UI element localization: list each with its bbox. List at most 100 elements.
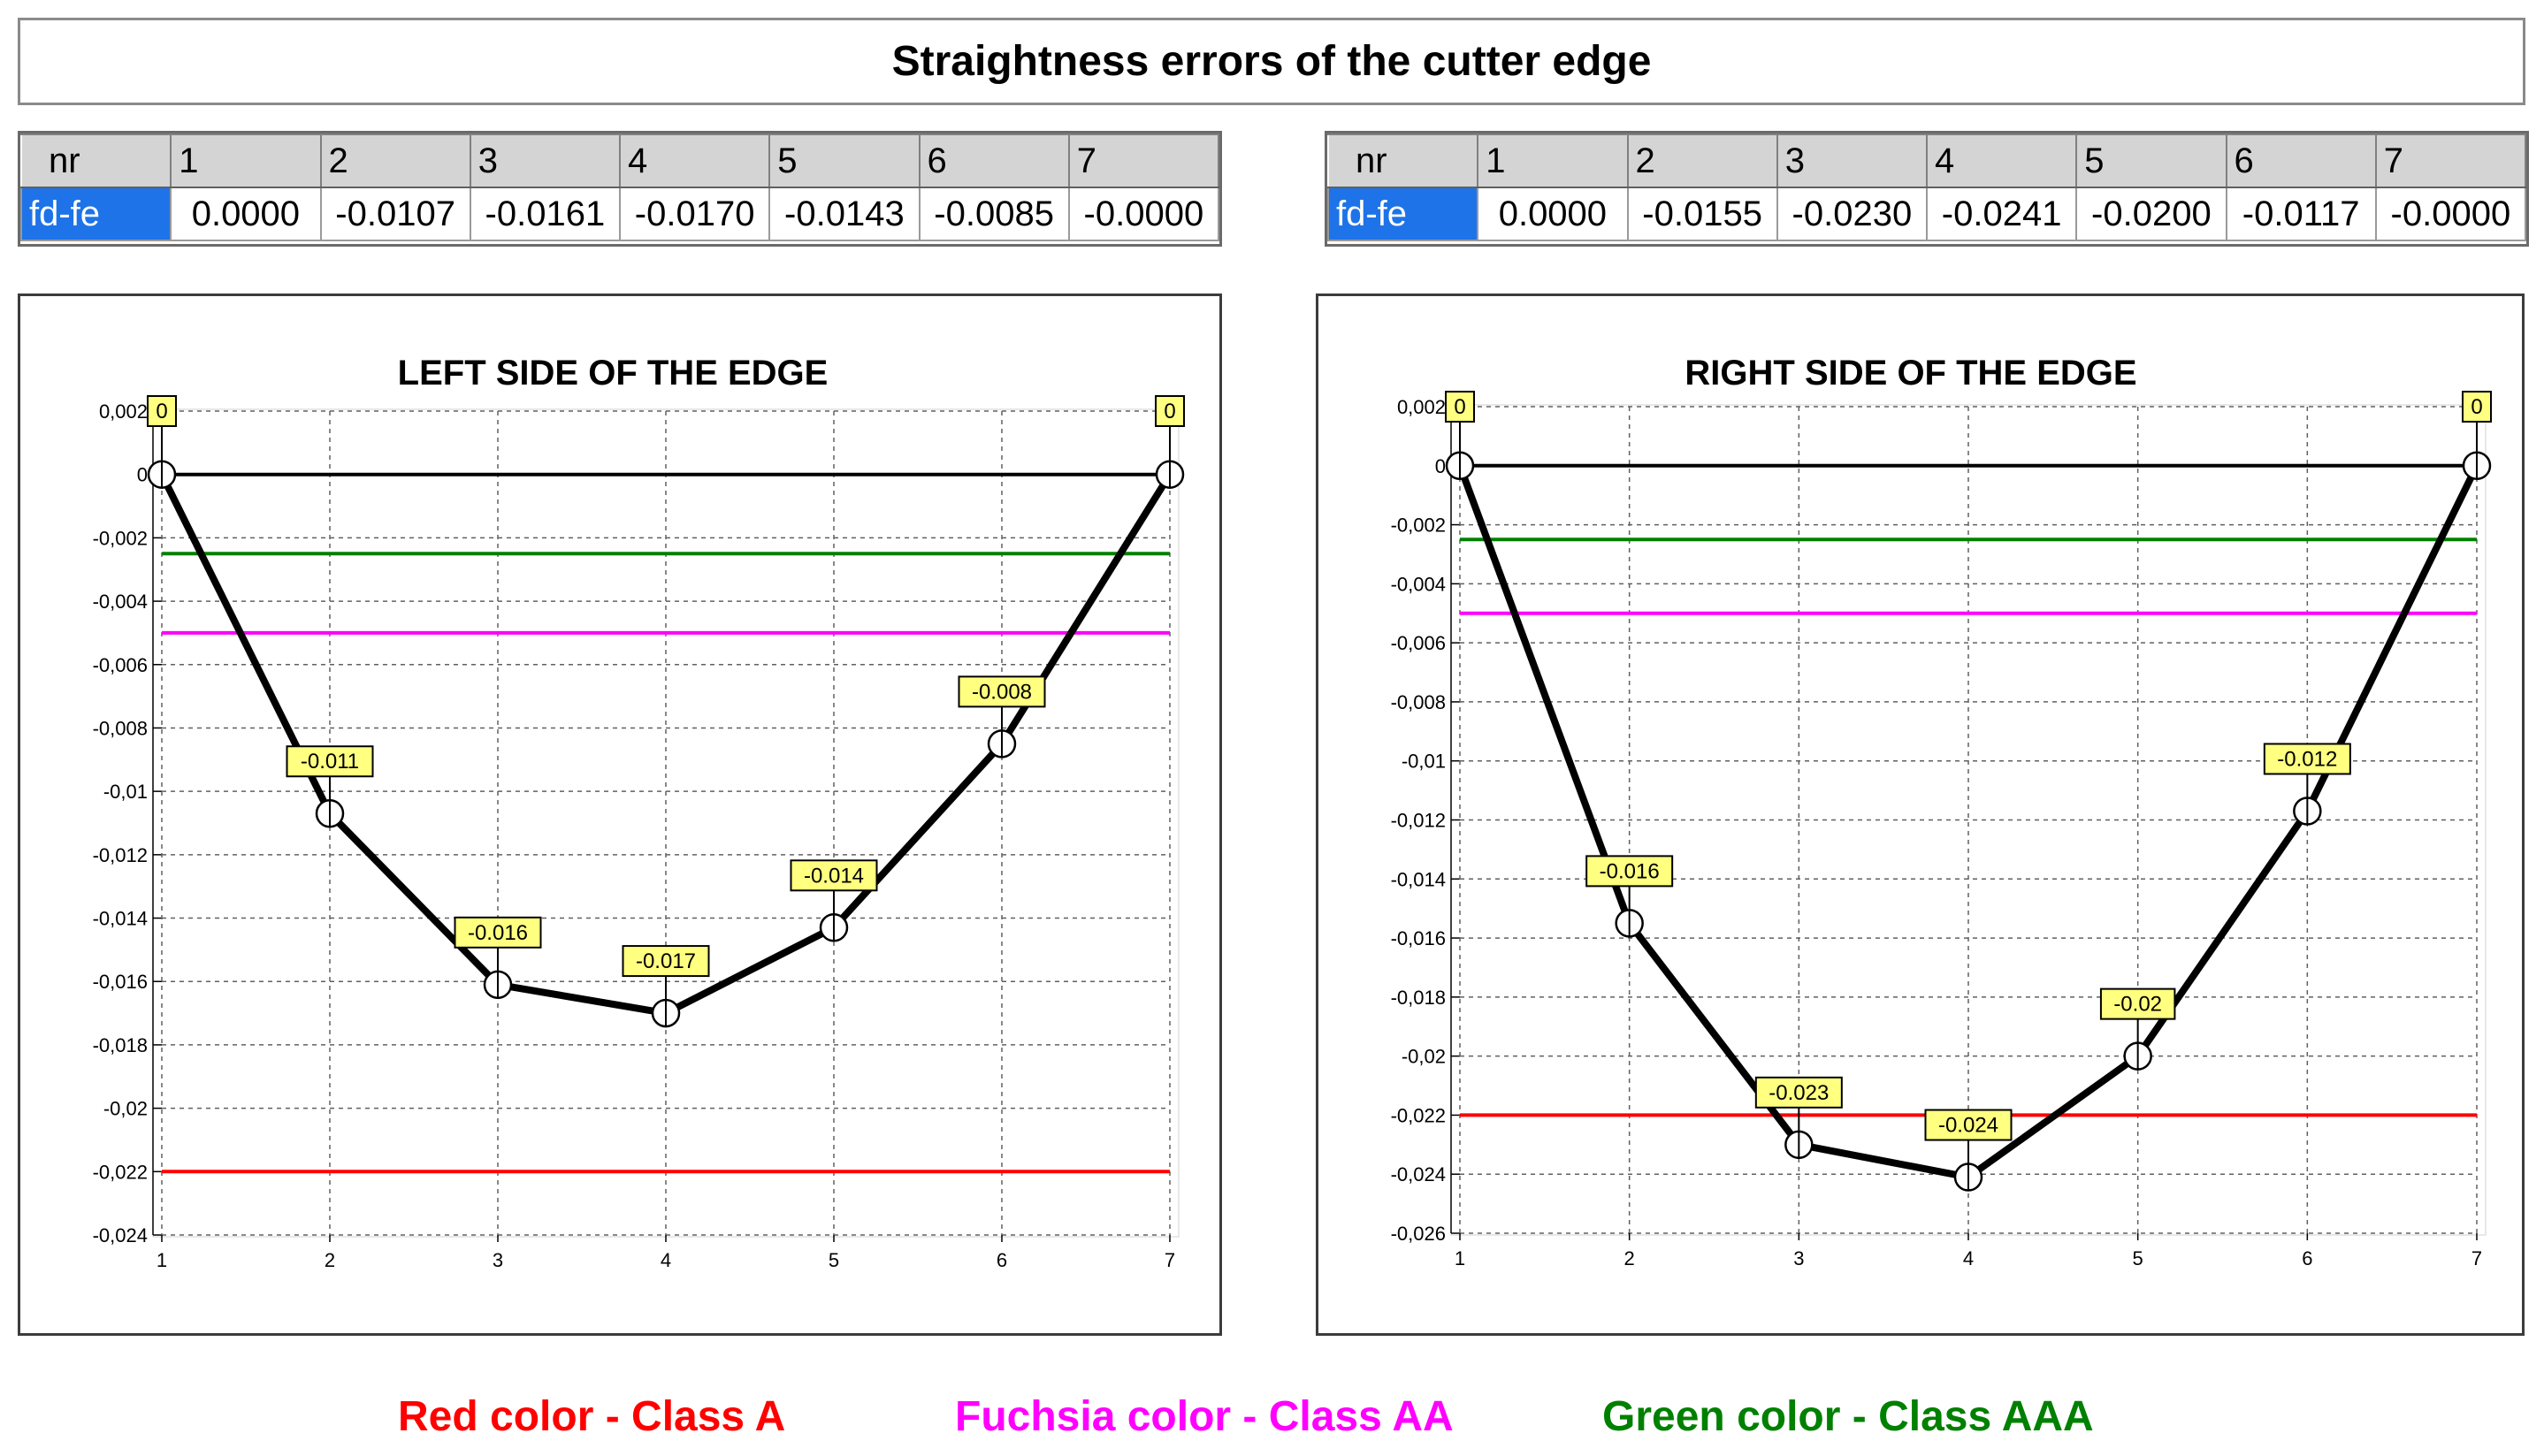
data-label-box [1445,391,1475,423]
x-tick-label: 3 [493,1249,503,1271]
data-label: 0 [2471,395,2482,419]
table-header-cell[interactable]: 1 [170,133,322,188]
data-label-box [2462,391,2492,423]
x-tick-label: 1 [157,1249,167,1271]
table-header-cell[interactable]: 1 [1477,133,1629,188]
table-header-cell[interactable]: 4 [1925,133,2078,188]
data-label: 0 [1454,395,1465,419]
data-label-box [1155,395,1185,427]
data-label-box [1924,1109,2013,1141]
table-value-cell[interactable]: -0.0117 [2225,187,2377,241]
table-value-cell[interactable]: -0.0155 [1626,187,1778,241]
y-tick-label: -0,024 [93,1224,148,1246]
table-row-header[interactable]: fd-fe [19,187,172,241]
data-label: -0.016 [468,921,528,945]
chart-svg: RIGHT SIDE OF THE EDGE 0,002 0 -0,002 -0,004… [1391,354,2492,1269]
data-label: 0 [1164,400,1175,423]
y-tick-label: -0,026 [1391,1223,1446,1245]
legend-class-a: Red color - Class A [398,1393,786,1440]
table-value-cell[interactable]: -0.0170 [618,187,771,241]
x-tick-label: 6 [997,1249,1007,1271]
data-label-box [2263,743,2351,775]
x-tick-label: 3 [1793,1247,1804,1269]
data-label-box [958,675,1046,708]
y-tick-label: -0,016 [1391,927,1446,949]
legend-class-aaa: Green color - Class AAA [1602,1393,2094,1440]
table-value-cell[interactable]: -0.0241 [1925,187,2078,241]
table-value-cell[interactable]: -0.0143 [768,187,921,241]
table-header-cell[interactable]: 5 [768,133,921,188]
y-tick-label: -0,014 [93,908,148,930]
x-tick-label: 4 [661,1249,671,1271]
data-label: -0.02 [2113,993,2162,1017]
table-header-cell[interactable]: 6 [2225,133,2377,188]
data-label-box [2099,987,2176,1020]
data-label-box [286,745,374,778]
table-header-cell[interactable]: 2 [1626,133,1778,188]
data-label-box [790,859,878,892]
y-tick-label: -0,024 [1391,1163,1446,1185]
y-tick-label: -0,018 [1391,987,1446,1009]
x-tick-label: 4 [1963,1247,1974,1269]
table-value-cell[interactable]: -0.0230 [1776,187,1929,241]
table-header-nr[interactable]: nr [1326,133,1479,188]
table-header-nr[interactable]: nr [19,133,172,188]
x-tick-label: 7 [1165,1249,1175,1271]
chart-title: RIGHT SIDE OF THE EDGE [1685,354,2136,393]
page-title: Straightness errors of the cutter edge [18,18,2525,105]
y-tick-label: -0,006 [93,654,148,676]
table-header-cell[interactable]: 2 [319,133,471,188]
x-tick-label: 5 [2133,1247,2143,1269]
y-tick-label: -0,02 [103,1098,148,1120]
y-tick-label: -0,012 [93,844,148,866]
data-label: -0.014 [804,864,864,888]
data-label: -0.024 [1938,1114,1998,1138]
table-value-cell[interactable]: 0.0000 [170,187,322,241]
table-value-cell[interactable]: -0.0200 [2075,187,2227,241]
x-tick-label: 5 [829,1249,839,1271]
table-value-cell[interactable]: -0.0000 [1067,187,1220,241]
table-value-cell[interactable]: 0.0000 [1477,187,1629,241]
data-label-box [622,945,710,978]
y-tick-label: -0,004 [1391,573,1446,595]
chart-title: LEFT SIDE OF THE EDGE [398,354,829,393]
table-value-cell[interactable]: -0.0161 [469,187,622,241]
right-side-chart: RIGHT SIDE OF THE EDGE 0,002 0 -0,002 -0,004… [1316,293,2525,1336]
data-label: 0 [156,400,167,423]
y-tick-label: 0,002 [99,400,148,423]
y-tick-label: -0,01 [1402,751,1446,773]
data-label-box [1585,855,1674,888]
y-tick-label: -0,022 [1391,1104,1446,1126]
x-tick-label: 1 [1455,1247,1465,1269]
y-tick-label: -0,012 [1391,810,1446,832]
y-tick-label: -0,002 [93,527,148,549]
table-value-cell[interactable]: -0.0000 [2374,187,2527,241]
y-tick-label: -0,022 [93,1161,148,1183]
y-tick-label: -0,008 [1391,691,1446,713]
y-tick-label: -0,004 [93,591,148,613]
data-label: -0.016 [1600,859,1660,883]
table-header-cell[interactable]: 5 [2075,133,2227,188]
left-values-table[interactable]: nr 1 2 3 4 5 6 7 fd-fe 0.0000 -0.0107 -0.0161 -0.017… [18,131,1222,247]
x-tick-label: 6 [2302,1247,2312,1269]
x-tick-label: 2 [325,1249,335,1271]
table-header-cell[interactable]: 7 [2374,133,2527,188]
table-header-cell[interactable]: 6 [918,133,1070,188]
data-label-box [454,916,542,949]
y-tick-label: -0,006 [1391,632,1446,654]
table-header-cell[interactable]: 7 [1067,133,1220,188]
right-values-table[interactable]: nr 1 2 3 4 5 6 7 fd-fe 0.0000 -0.0155 -0.0230 -0.024… [1325,131,2529,247]
table-header-cell[interactable]: 3 [1776,133,1929,188]
y-tick-label: -0,018 [93,1034,148,1056]
table-value-cell[interactable]: -0.0107 [319,187,471,241]
data-label: -0.023 [1769,1081,1829,1105]
table-header-cell[interactable]: 3 [469,133,622,188]
table-value-cell[interactable]: -0.0085 [918,187,1070,241]
table-header-cell[interactable]: 4 [618,133,771,188]
page-title-text: Straightness errors of the cutter edge [891,38,1652,85]
y-tick-label: -0,014 [1391,868,1446,890]
table-row-header[interactable]: fd-fe [1326,187,1479,241]
x-tick-label: 7 [2471,1247,2482,1269]
y-tick-label: -0,01 [103,781,148,803]
chart-svg: LEFT SIDE OF THE EDGE 0,002 0 -0,002 -0,004 -… [93,354,1185,1271]
